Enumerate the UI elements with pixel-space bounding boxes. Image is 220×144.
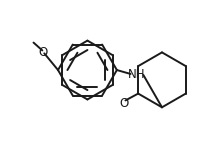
Text: O: O [120,97,129,110]
Text: NH: NH [128,68,145,82]
Text: O: O [39,46,48,59]
